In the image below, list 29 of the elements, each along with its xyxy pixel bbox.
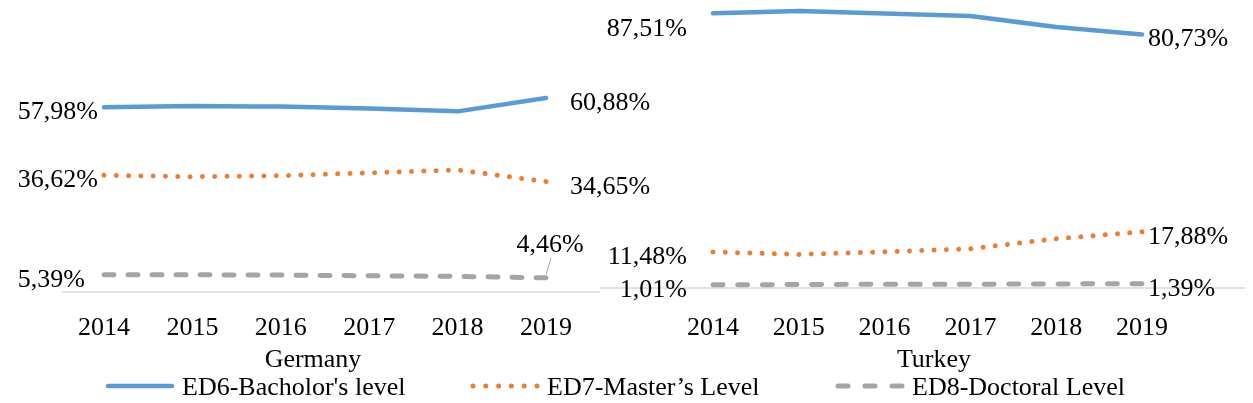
x-tick-label: 2014 bbox=[687, 311, 739, 341]
x-tick-label: 2015 bbox=[166, 311, 219, 341]
data-label: 57,98% bbox=[17, 95, 98, 125]
x-tick-label: 2018 bbox=[431, 311, 484, 341]
x-tick-label: 2019 bbox=[520, 311, 572, 341]
x-tick-label: 2017 bbox=[944, 311, 997, 341]
legend-label: ED6-Bacholor's level bbox=[182, 371, 406, 401]
x-tick-label: 2016 bbox=[858, 311, 911, 341]
data-label: 5,39% bbox=[17, 263, 85, 293]
data-label: 60,88% bbox=[570, 86, 651, 116]
x-axis-title: Turkey bbox=[896, 343, 972, 373]
x-tick-label: 2014 bbox=[78, 311, 130, 341]
data-label: 87,51% bbox=[606, 12, 687, 42]
data-label: 1,01% bbox=[619, 273, 687, 303]
x-tick-label: 2015 bbox=[772, 311, 825, 341]
data-label: 4,46% bbox=[516, 228, 584, 258]
data-label: 1,39% bbox=[1148, 272, 1216, 302]
data-label: 80,73% bbox=[1148, 22, 1229, 52]
x-tick-label: 2017 bbox=[343, 311, 396, 341]
x-axis-title: Germany bbox=[264, 343, 362, 373]
legend-label: ED7-Master’s Level bbox=[547, 371, 760, 401]
legend-label: ED8-Doctoral Level bbox=[912, 371, 1125, 401]
x-tick-label: 2019 bbox=[1116, 311, 1168, 341]
x-tick-label: 2018 bbox=[1030, 311, 1083, 341]
data-label: 11,48% bbox=[607, 240, 687, 270]
x-tick-label: 2016 bbox=[254, 311, 307, 341]
data-label: 34,65% bbox=[570, 170, 651, 200]
data-label: 36,62% bbox=[17, 163, 98, 193]
data-label: 17,88% bbox=[1148, 220, 1229, 250]
